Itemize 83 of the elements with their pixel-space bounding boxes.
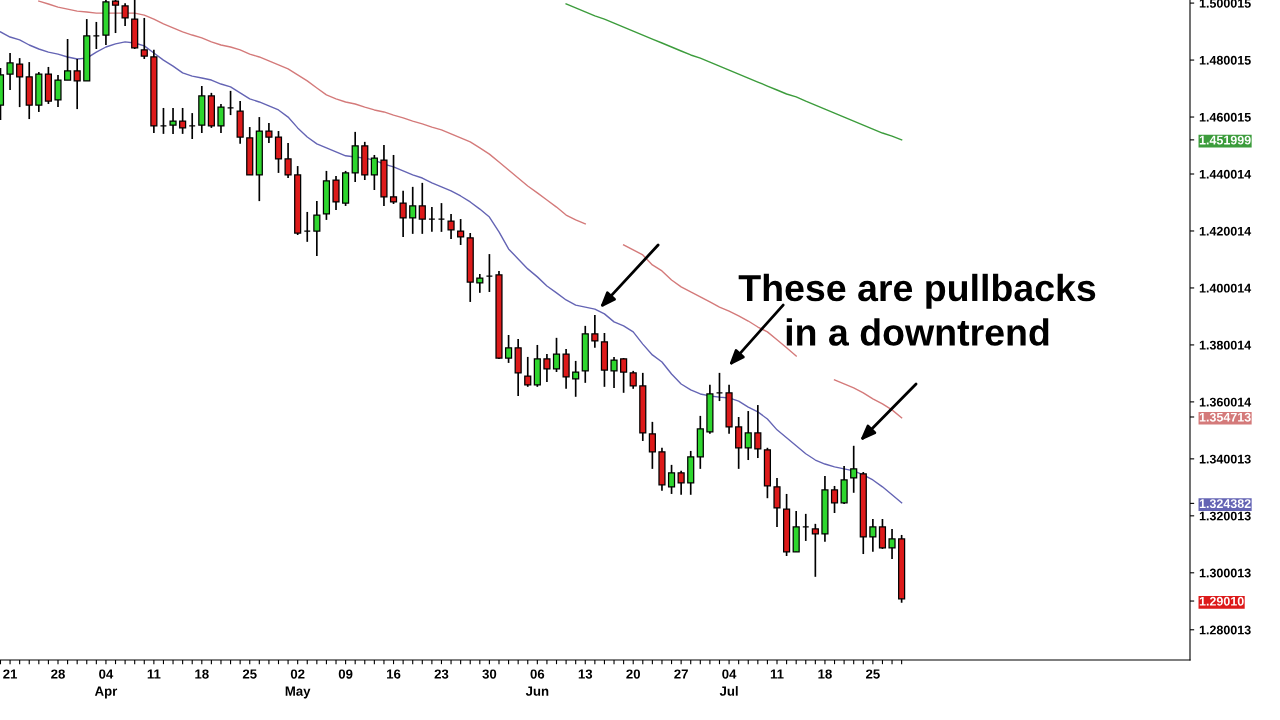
x-tick-label: 21: [3, 669, 18, 679]
candlestick: [457, 218, 465, 246]
candlestick: [140, 17, 148, 60]
annotation: These are pullbacks in a downtrend: [738, 273, 1096, 346]
y-tick-label: 1.29010: [1199, 596, 1244, 606]
y-tick-label: 1.340013: [1199, 454, 1251, 464]
y-tick-label: 1.354713: [1199, 412, 1251, 422]
candlestick: [524, 356, 532, 388]
y-tick-label: 1.300013: [1199, 568, 1251, 578]
candlestick: [572, 360, 580, 398]
x-tick-label: 25: [865, 669, 880, 679]
candlestick: [850, 444, 858, 494]
x-tick-label: 28: [51, 669, 65, 679]
candlestick: [620, 357, 628, 394]
candlestick: [313, 200, 321, 257]
x-tick-label: 06 Jun: [525, 669, 549, 696]
candlestick: [111, 0, 120, 34]
x-tick-label: 18: [818, 669, 832, 679]
candlestick: [63, 38, 72, 81]
line-series: [565, 3, 903, 141]
y-tick-label: 1.460015: [1199, 112, 1251, 122]
y-tick-label: 1.280013: [1199, 625, 1251, 635]
candlestick: [840, 465, 848, 505]
candlestick: [169, 107, 177, 135]
y-tick-label: 1.480015: [1199, 55, 1251, 65]
candlestick: [217, 103, 225, 134]
candlestick: [179, 107, 187, 135]
candlestick: [6, 52, 14, 91]
candlestick: [610, 356, 618, 389]
x-tick-label: 30: [482, 669, 497, 679]
candlestick: [591, 314, 599, 349]
x-tick-label: 04 Apr: [94, 669, 118, 699]
candlestick: [754, 404, 762, 459]
candlestick: [735, 416, 743, 470]
candlestick: [476, 273, 484, 294]
y-tick-label: 1.380014: [1199, 340, 1252, 350]
x-tick-label: 02 May: [285, 669, 311, 699]
y-tick-label: 1.451999: [1199, 135, 1251, 145]
candlestick: [274, 130, 283, 174]
candlestick: [504, 334, 513, 364]
x-tick-label: 27: [674, 669, 688, 679]
x-tick-label: 11: [147, 669, 161, 679]
candlestick: [811, 523, 819, 578]
x-tick-label: 04 Jul: [719, 669, 738, 696]
y-tick-label: 1.400014: [1199, 283, 1252, 293]
x-tick-label: 23: [434, 669, 449, 679]
candlestick: [447, 213, 455, 240]
candlestick: [888, 528, 896, 560]
candlestick: [370, 154, 378, 191]
candlestick: [284, 142, 292, 179]
candlestick: [399, 190, 407, 238]
x-tick-label: 25: [242, 669, 257, 679]
candlestick: [409, 186, 417, 235]
candlestick: [54, 74, 62, 108]
candlestick: [73, 58, 81, 110]
candlestick: [773, 477, 781, 528]
candlestick: [332, 175, 340, 211]
y-tick-label: 1.320013: [1199, 511, 1251, 521]
x-tick-label: 16: [387, 669, 401, 679]
x-tick-label: 18: [195, 669, 209, 679]
candlestick: [648, 421, 656, 470]
x-tick-label: 20: [626, 669, 640, 679]
y-tick-label: 1.440014: [1199, 169, 1252, 179]
candlestick: [543, 353, 551, 383]
candlestick: [878, 518, 887, 550]
candlestick: [418, 182, 426, 235]
candlestick: [830, 485, 839, 514]
y-tick-label: 1.360014: [1199, 397, 1252, 407]
x-tick-label: 09: [338, 669, 353, 679]
candlestick: [562, 348, 570, 390]
candlestick: [667, 464, 676, 495]
candlestick: [121, 2, 129, 27]
y-tick-label: 1.324382: [1199, 499, 1251, 509]
candlestick: [389, 154, 398, 205]
x-tick-label: 13: [578, 669, 593, 679]
candlestick: [677, 470, 685, 496]
candlestick: [16, 57, 24, 108]
y-tick-label: 1.420014: [1199, 226, 1252, 236]
x-tick-label: 11: [770, 669, 784, 679]
candlestick: [744, 410, 752, 461]
candlestick: [869, 518, 877, 553]
candlestick: [265, 122, 273, 144]
candlestick: [552, 336, 561, 373]
